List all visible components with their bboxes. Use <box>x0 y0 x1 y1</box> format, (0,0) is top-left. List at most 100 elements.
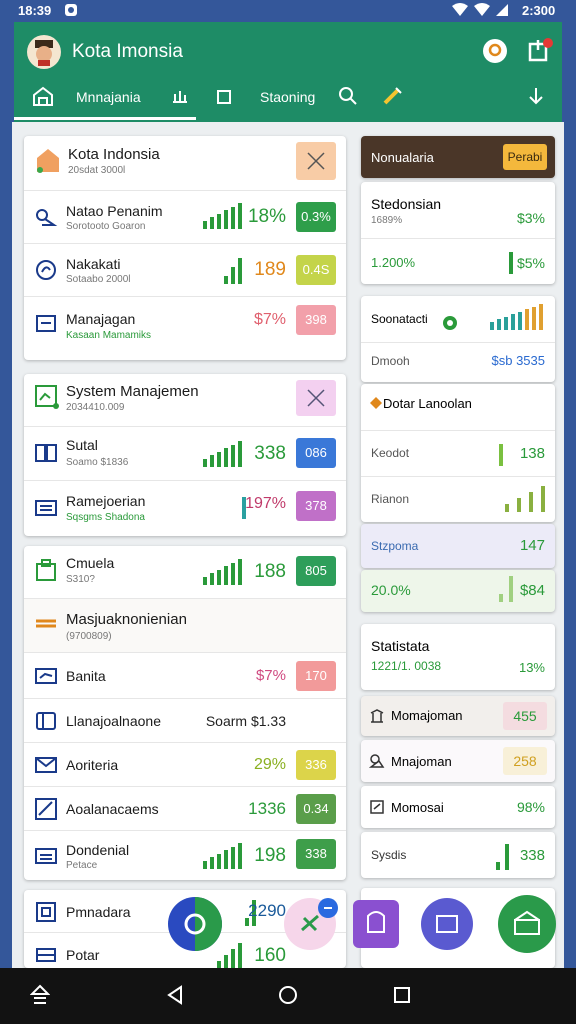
mini-bar <box>509 576 513 602</box>
status-icon <box>443 316 457 330</box>
tab[interactable]: Mnnajania <box>76 89 141 105</box>
mini-bar <box>499 594 503 602</box>
mini-bar <box>505 844 509 870</box>
row-badge: 170 <box>296 661 336 691</box>
mini-bar <box>490 322 494 330</box>
mini-chart <box>499 440 503 466</box>
list-row[interactable]: Pmnadara 2290 <box>24 890 346 932</box>
header-button[interactable]: Perabi <box>503 144 547 170</box>
list-row[interactable]: Manajagan Kasaan Mamamiks $7% 398 <box>24 296 346 360</box>
mini-bar <box>224 566 228 585</box>
list-row[interactable]: Banita $7% 170 <box>24 652 346 698</box>
mini-bar <box>238 843 242 869</box>
card: System Manajemen 2034410.009 Sutal Soamo… <box>24 374 346 536</box>
section-header: Nonualaria Perabi <box>361 136 555 178</box>
nav-recents[interactable] <box>391 984 413 1006</box>
fab[interactable] <box>284 898 338 950</box>
avatar[interactable] <box>26 34 62 70</box>
fab[interactable] <box>421 898 473 950</box>
list-row[interactable]: Mnajoman 258 <box>361 740 555 782</box>
card-title: System Manajemen <box>66 383 199 400</box>
list-row[interactable]: Natao Penanim Sorotooto Goaron 18% 0.3% <box>24 190 346 243</box>
mini-bar <box>210 455 214 467</box>
list-row[interactable]: Sutal Soamo $1836 338 086 <box>24 426 346 480</box>
row-value: 338 <box>254 443 286 464</box>
download-icon[interactable] <box>526 86 546 106</box>
row-title: Pmnadara <box>66 904 131 920</box>
mini-bar <box>231 206 235 229</box>
row-icon <box>36 260 56 280</box>
fab[interactable] <box>353 900 399 948</box>
list-row[interactable]: Nakakati Sotaabo 2000l 189 0.4S <box>24 243 346 296</box>
mini-bar <box>203 459 207 467</box>
tab-icon[interactable] <box>170 86 190 106</box>
list-row[interactable]: 20.0% $84 <box>361 570 555 612</box>
row-value: $7% <box>253 311 286 328</box>
mini-bar <box>245 918 249 926</box>
nav-bar <box>0 968 576 1024</box>
row-title: Potar <box>66 947 100 963</box>
clock: 18:39 <box>18 3 52 18</box>
search-icon[interactable] <box>338 86 358 106</box>
mini-chart <box>203 441 242 467</box>
profile-button[interactable] <box>482 38 508 64</box>
row-icon <box>369 754 385 768</box>
nav-menu[interactable] <box>30 984 50 1006</box>
mini-chart <box>242 493 246 519</box>
row-icon <box>36 948 56 962</box>
list-row[interactable]: Aoalanacaems 1336 0.34 <box>24 786 346 830</box>
mini-bar <box>217 213 221 229</box>
nav-home[interactable] <box>277 984 299 1006</box>
row-badge: 378 <box>296 491 336 521</box>
status-right: 2:300 <box>522 3 556 18</box>
mini-bar <box>539 304 543 330</box>
list-row[interactable]: Dondenial Petace 198 338 <box>24 830 346 880</box>
mini-chart <box>224 258 242 284</box>
row-badge: 338 <box>296 839 336 869</box>
mini-bar <box>217 853 221 869</box>
home-tab-icon[interactable] <box>32 85 54 107</box>
tab-icon[interactable] <box>382 84 404 106</box>
row-value: $5% <box>516 255 545 271</box>
fab[interactable] <box>498 895 556 953</box>
list-row[interactable]: Aoriteria 29% 336 <box>24 742 346 786</box>
row-value: 189 <box>254 259 286 280</box>
header-title: Nonualaria <box>371 150 434 165</box>
row-value: 147 <box>519 537 545 554</box>
divider <box>361 430 555 431</box>
card-subtitle: 2034410.009 <box>66 402 125 413</box>
card-subtitle: 20sdat 3000l <box>68 165 126 176</box>
list-row[interactable]: Llanajoalnaone Soarm $1.33 <box>24 698 346 742</box>
mini-bar <box>231 444 235 467</box>
row-label: Mnajoman <box>391 754 452 769</box>
list-row[interactable]: Masjuaknonienian (9700809) <box>24 598 346 652</box>
row-value: 338 <box>519 847 545 864</box>
list-row[interactable]: Sysdis 338 <box>361 832 555 878</box>
fab-row <box>168 895 556 953</box>
list-row[interactable]: Momajoman 455 <box>361 696 555 736</box>
row-subtitle: Sqsgms Shadona <box>66 512 145 523</box>
mini-bar <box>517 498 521 512</box>
tab-icon[interactable] <box>214 86 234 106</box>
mini-bar <box>505 504 509 512</box>
row-value: 138 <box>519 445 545 462</box>
notifications-button[interactable] <box>526 36 554 64</box>
close-button[interactable] <box>296 380 336 416</box>
nav-back[interactable] <box>164 984 186 1006</box>
mini-bar <box>210 217 214 229</box>
list-row[interactable]: Momosai 98% <box>361 786 555 828</box>
list-row[interactable]: Cmuela S310? 188 805 <box>24 546 346 598</box>
row-subtitle: Kasaan Mamamiks <box>66 330 152 341</box>
mini-bar <box>231 267 235 284</box>
row-title: Aoalanacaems <box>66 801 159 817</box>
mini-chart <box>499 576 513 602</box>
card-title: Soonatacti <box>371 312 428 326</box>
fab[interactable] <box>168 897 222 951</box>
close-button[interactable] <box>296 142 336 180</box>
list-row[interactable]: Ramejoerian Sqsgms Shadona 197% 378 <box>24 480 346 536</box>
row-title: Cmuela <box>66 555 115 571</box>
list-row[interactable]: Stzpoma 147 <box>361 524 555 568</box>
tab[interactable]: Staoning <box>260 89 316 105</box>
